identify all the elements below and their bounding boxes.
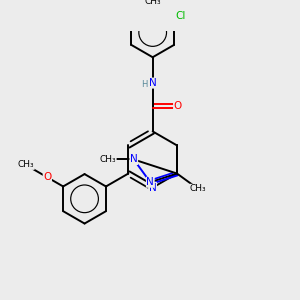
Text: CH₃: CH₃: [190, 184, 206, 193]
Text: Cl: Cl: [176, 11, 186, 21]
Text: N: N: [149, 183, 157, 193]
Text: CH₃: CH₃: [100, 155, 116, 164]
Text: CH₃: CH₃: [144, 0, 161, 6]
Text: N: N: [146, 177, 154, 187]
Text: H: H: [141, 80, 147, 89]
Text: O: O: [174, 101, 182, 111]
Text: O: O: [43, 172, 52, 182]
Text: N: N: [149, 78, 157, 88]
Text: N: N: [130, 154, 138, 164]
Text: CH₃: CH₃: [18, 160, 34, 169]
